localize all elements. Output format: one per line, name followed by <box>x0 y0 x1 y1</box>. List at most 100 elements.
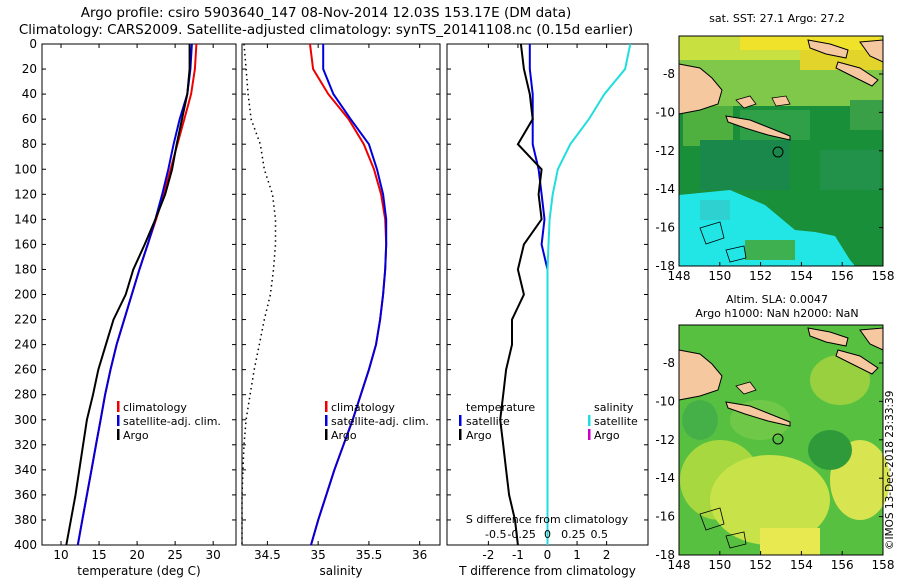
map-y-tick-label: -18 <box>655 548 675 562</box>
map-x-tick-label: 154 <box>790 558 813 572</box>
y-tick-label: 220 <box>14 313 37 327</box>
s-difference-label: S difference from climatology <box>466 513 629 526</box>
y-tick-label: 340 <box>14 463 37 477</box>
y-tick-label: 360 <box>14 488 37 502</box>
temperature-xlabel: temperature (deg C) <box>77 564 200 578</box>
map-y-tick-label: -14 <box>655 471 675 485</box>
y-tick-label: 400 <box>14 538 37 552</box>
y-tick-label: 380 <box>14 513 37 527</box>
x-tick-label: -1 <box>512 548 524 562</box>
temperature-argo-line <box>65 44 191 546</box>
x-tick-label: -2 <box>482 548 494 562</box>
map-y-tick-label: -16 <box>655 510 675 524</box>
legend-swatch <box>117 429 120 440</box>
legend-swatch <box>588 415 591 426</box>
x-tick-label: 35.5 <box>356 548 383 562</box>
argo-location-marker <box>772 433 784 445</box>
map-y-tick-label: -8 <box>663 67 675 81</box>
y-tick-label: 140 <box>14 212 37 226</box>
y-tick-label: 300 <box>14 413 37 427</box>
salinity-xlabel: salinity <box>319 564 362 578</box>
legend-swatch <box>117 401 120 412</box>
map-x-tick-label: 150 <box>708 558 731 572</box>
x-tick-label: 2 <box>603 548 611 562</box>
map-x-tick-label: 148 <box>668 558 691 572</box>
salinity-axes <box>241 43 441 546</box>
map-y-tick-label: -12 <box>655 433 675 447</box>
legend-label: Argo <box>594 429 620 442</box>
map-y-tick-label: -14 <box>655 182 675 196</box>
x-tick-label: 10 <box>53 548 68 562</box>
s-tick-label: 0 <box>544 528 551 541</box>
salinity-panel: 34.5 35 35.5 36 salinity climatologysatellite… <box>241 43 441 578</box>
legend-title-temperature: temperature <box>466 401 535 414</box>
difference-xlabel: T difference from climatology <box>458 564 636 578</box>
x-tick-label: 1 <box>573 548 581 562</box>
legend-swatch <box>588 429 591 440</box>
map-y-tick-label: -18 <box>655 259 675 273</box>
legend-label: climatology <box>331 401 395 414</box>
y-tick-label: 80 <box>22 137 37 151</box>
map-y-tick-label: -16 <box>655 221 675 235</box>
y-tick-label: 160 <box>14 237 37 251</box>
y-tick-label: 40 <box>22 87 37 101</box>
legend-label: satellite <box>594 415 638 428</box>
legend-title-salinity: salinity <box>594 401 634 414</box>
legend-label: climatology <box>123 401 187 414</box>
map-x-tick-label: 156 <box>831 558 854 572</box>
map-x-tick-label: 158 <box>872 269 895 283</box>
s-tick-label: -0.5 <box>485 528 506 541</box>
y-tick-label: 280 <box>14 388 37 402</box>
s-tick-label: 0.5 <box>590 528 608 541</box>
legend-swatch <box>325 401 328 412</box>
y-tick-label: 20 <box>22 62 37 76</box>
sla-map: Altim. SLA: 0.0047 Argo h1000: NaN h2000… <box>678 293 890 556</box>
y-tick-label: 240 <box>14 338 37 352</box>
sla-map-title-2: Argo h1000: NaN h2000: NaN <box>695 307 858 320</box>
temperature-axes <box>41 43 237 546</box>
map-x-tick-label: 158 <box>872 558 895 572</box>
legend-label: satellite <box>466 415 510 428</box>
legend-swatch <box>459 429 462 440</box>
map-x-tick-label: 154 <box>790 269 813 283</box>
y-tick-label: 260 <box>14 363 37 377</box>
legend-swatch <box>325 415 328 426</box>
x-tick-label: 0 <box>544 548 552 562</box>
s-tick-label: -0.25 <box>507 528 535 541</box>
sst-map-title: sat. SST: 27.1 Argo: 27.2 <box>709 12 845 25</box>
map-y-tick-label: -10 <box>655 105 675 119</box>
legend-label: satellite-adj. clim. <box>123 415 221 428</box>
title-line-2: Climatology: CARS2009. Satellite-adjuste… <box>19 22 633 38</box>
legend-swatch <box>117 415 120 426</box>
sla-map-title-1: Altim. SLA: 0.0047 <box>726 293 828 306</box>
y-tick-label: 0 <box>29 37 37 51</box>
map-x-tick-label: 148 <box>668 269 691 283</box>
legend-label: Argo <box>466 429 492 442</box>
temperature-satellite-adj-clim--line <box>76 43 193 546</box>
difference-s-satellite-line <box>546 43 632 545</box>
watermark: ©IMOS 13-Dec-2018 23:33:39 <box>884 391 896 550</box>
y-tick-label: 60 <box>22 112 37 126</box>
argo-location-marker <box>772 146 784 158</box>
legend-swatch <box>459 415 462 426</box>
temperature-panel: 0 20 40 60 80 100 120 140 160 180 200 220 240 260 280 3… <box>14 37 237 578</box>
map-x-tick-label: 152 <box>749 269 772 283</box>
y-tick-label: 100 <box>14 162 37 176</box>
difference-t-argo-line <box>499 43 543 546</box>
map-y-tick-label: -10 <box>655 394 675 408</box>
y-tick-label: 200 <box>14 288 37 302</box>
x-tick-label: 36 <box>412 548 427 562</box>
x-tick-label: 15 <box>91 548 106 562</box>
x-tick-label: 30 <box>206 548 221 562</box>
map-x-tick-label: 150 <box>708 269 731 283</box>
y-tick-label: 180 <box>14 262 37 276</box>
legend-label: Argo <box>123 429 149 442</box>
map-x-tick-label: 152 <box>749 558 772 572</box>
y-tick-label: 120 <box>14 187 37 201</box>
difference-panel: -2 -1 0 1 2 T difference from climatology temp… <box>446 43 649 578</box>
y-tick-label: 320 <box>14 438 37 452</box>
legend-label: satellite-adj. clim. <box>331 415 429 428</box>
legend-label: Argo <box>331 429 357 442</box>
